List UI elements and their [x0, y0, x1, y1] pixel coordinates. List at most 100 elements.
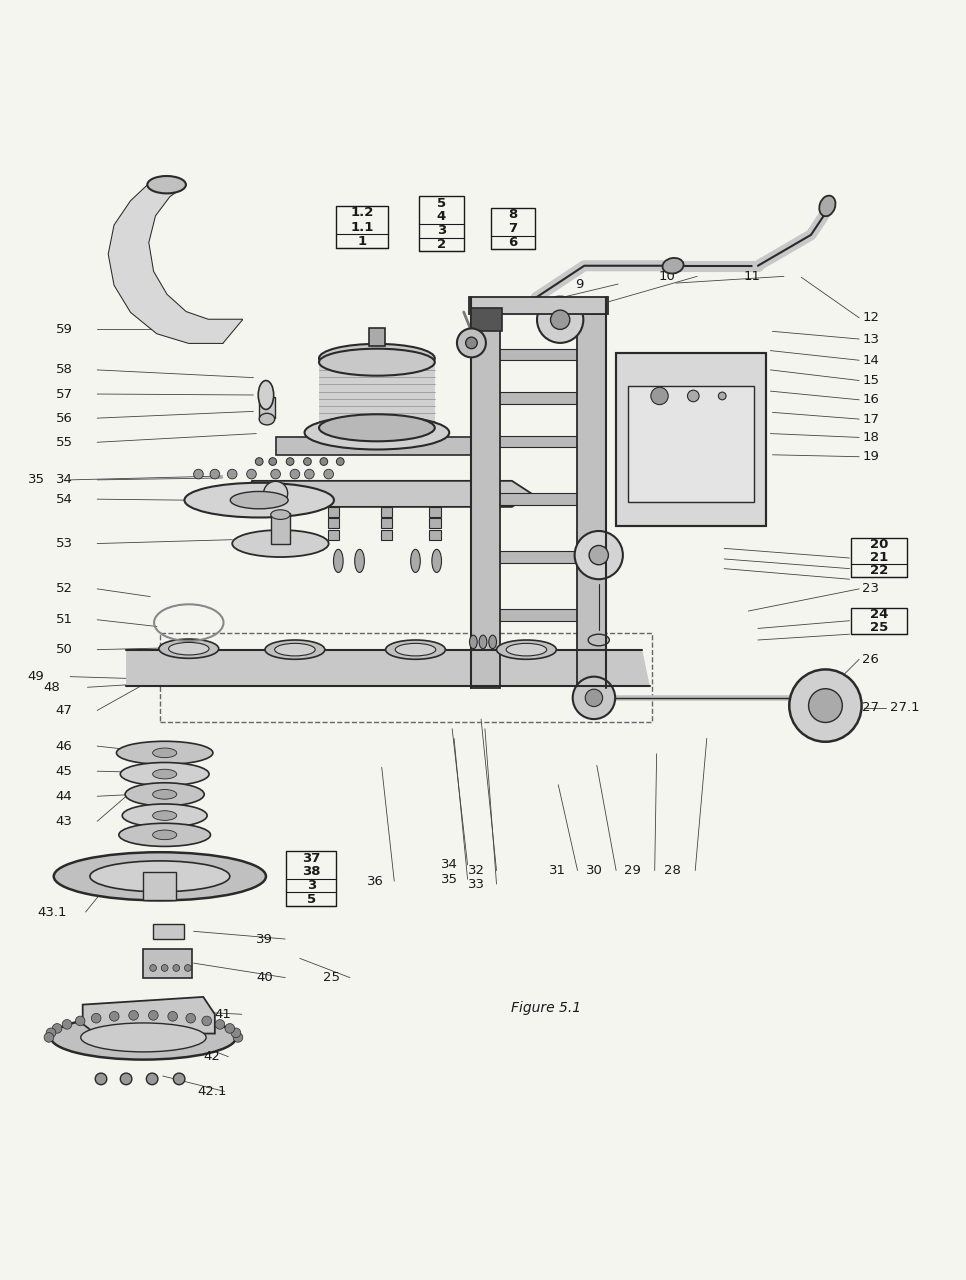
Text: 54: 54	[56, 493, 72, 506]
Ellipse shape	[54, 852, 266, 900]
Text: 24: 24	[870, 608, 889, 621]
Text: 53: 53	[56, 538, 72, 550]
Ellipse shape	[62, 1020, 71, 1029]
Text: 40: 40	[256, 972, 273, 984]
Bar	[369, 329, 384, 346]
Ellipse shape	[290, 470, 299, 479]
Polygon shape	[251, 481, 531, 507]
Ellipse shape	[121, 1073, 132, 1084]
Ellipse shape	[44, 1033, 54, 1042]
Ellipse shape	[789, 669, 862, 742]
Ellipse shape	[469, 635, 477, 649]
Ellipse shape	[231, 1028, 241, 1038]
Polygon shape	[275, 438, 478, 454]
Ellipse shape	[304, 470, 314, 479]
Ellipse shape	[395, 644, 436, 655]
Text: 5: 5	[307, 893, 316, 906]
Ellipse shape	[476, 481, 499, 506]
Text: 33: 33	[468, 878, 485, 891]
Bar	[381, 518, 392, 529]
Ellipse shape	[123, 804, 207, 827]
Text: 18: 18	[862, 431, 879, 444]
Ellipse shape	[286, 458, 294, 466]
Text: 17: 17	[862, 412, 879, 426]
Text: 3: 3	[437, 224, 446, 237]
Bar	[159, 634, 652, 722]
Text: 5: 5	[437, 197, 446, 210]
Ellipse shape	[466, 337, 477, 348]
Ellipse shape	[319, 415, 435, 442]
Ellipse shape	[688, 390, 699, 402]
Bar	[419, 196, 464, 251]
Ellipse shape	[215, 1020, 225, 1029]
Polygon shape	[475, 658, 602, 669]
Text: 10: 10	[659, 270, 675, 283]
Text: 25: 25	[323, 972, 340, 984]
Text: 43.1: 43.1	[38, 905, 67, 919]
Text: 2: 2	[437, 238, 446, 251]
Ellipse shape	[81, 1023, 206, 1052]
Ellipse shape	[264, 481, 288, 506]
Ellipse shape	[153, 810, 177, 820]
Text: 42: 42	[203, 1050, 220, 1064]
Ellipse shape	[336, 458, 344, 466]
Text: 49: 49	[28, 671, 44, 684]
Text: 14: 14	[862, 353, 879, 367]
Text: 26: 26	[862, 653, 879, 666]
Ellipse shape	[52, 1024, 62, 1033]
Text: 31: 31	[549, 864, 566, 877]
Ellipse shape	[92, 1014, 101, 1023]
Bar	[429, 507, 440, 517]
Ellipse shape	[168, 1011, 178, 1021]
Text: 6: 6	[508, 236, 518, 248]
Text: 11: 11	[744, 270, 760, 283]
Ellipse shape	[173, 1073, 185, 1084]
Ellipse shape	[193, 470, 203, 479]
Ellipse shape	[809, 689, 842, 722]
Text: 34: 34	[56, 474, 72, 486]
Ellipse shape	[51, 1015, 236, 1060]
Ellipse shape	[126, 783, 204, 806]
Bar	[477, 518, 489, 529]
Text: 56: 56	[56, 412, 72, 425]
Text: 59: 59	[56, 323, 72, 335]
Ellipse shape	[411, 549, 420, 572]
Ellipse shape	[537, 297, 583, 343]
Ellipse shape	[230, 492, 288, 509]
Ellipse shape	[96, 1073, 107, 1084]
Text: 52: 52	[56, 582, 72, 595]
Ellipse shape	[232, 530, 328, 557]
Ellipse shape	[153, 790, 177, 799]
Ellipse shape	[153, 769, 177, 780]
Text: 32: 32	[468, 864, 485, 877]
Polygon shape	[127, 650, 650, 686]
Ellipse shape	[324, 470, 333, 479]
Text: 28: 28	[665, 864, 681, 877]
Bar	[144, 948, 191, 978]
Text: 45: 45	[56, 764, 72, 778]
Ellipse shape	[202, 1016, 212, 1025]
Bar	[628, 387, 754, 502]
Ellipse shape	[385, 640, 445, 659]
Bar	[259, 397, 274, 419]
Ellipse shape	[109, 1011, 119, 1021]
Polygon shape	[471, 314, 500, 689]
Text: 36: 36	[367, 874, 384, 887]
Polygon shape	[475, 348, 602, 360]
Text: 8: 8	[508, 209, 518, 221]
Text: 1.1: 1.1	[351, 220, 374, 234]
Ellipse shape	[255, 458, 263, 466]
Ellipse shape	[719, 392, 726, 399]
Text: 21: 21	[870, 550, 889, 564]
Ellipse shape	[210, 470, 219, 479]
Ellipse shape	[185, 1014, 195, 1023]
Polygon shape	[475, 493, 602, 504]
Bar	[851, 538, 907, 577]
Text: 58: 58	[56, 364, 72, 376]
Ellipse shape	[457, 329, 486, 357]
Ellipse shape	[588, 634, 610, 646]
Ellipse shape	[819, 196, 836, 216]
Ellipse shape	[320, 458, 327, 466]
Ellipse shape	[259, 413, 274, 425]
Ellipse shape	[303, 458, 311, 466]
